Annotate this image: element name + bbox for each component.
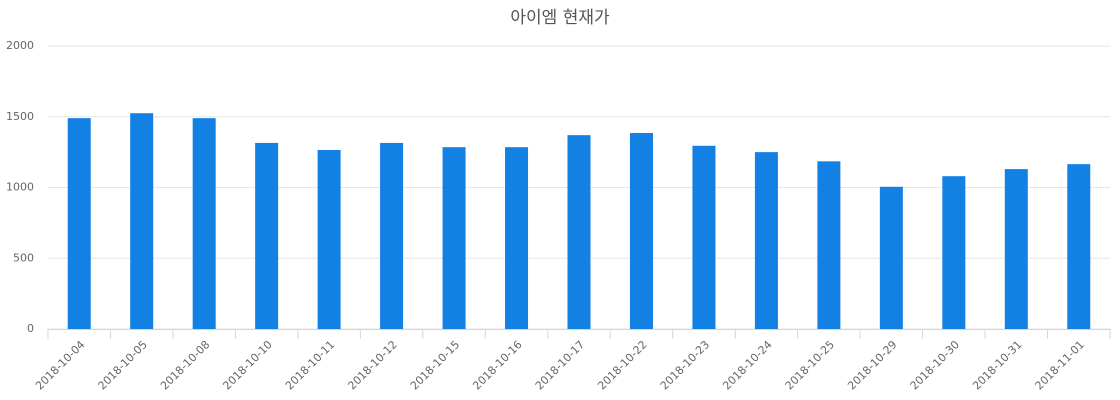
bar [879, 186, 903, 329]
y-tick-label: 2000 [6, 39, 34, 52]
x-tick-label: 2018-10-11 [283, 338, 337, 392]
x-tick-label: 2018-10-12 [345, 338, 399, 392]
bar [505, 147, 529, 329]
x-tick-label: 2018-10-24 [720, 338, 774, 392]
x-tick-label: 2018-11-01 [1033, 338, 1087, 392]
y-tick-label: 500 [13, 251, 34, 264]
bar [942, 176, 966, 329]
x-tick-label: 2018-10-25 [783, 338, 837, 392]
bar [1004, 169, 1028, 329]
x-tick-label: 2018-10-15 [408, 338, 462, 392]
x-tick-label: 2018-10-23 [658, 338, 712, 392]
x-tick-label: 2018-10-30 [908, 338, 962, 392]
bar [817, 161, 841, 329]
bar [67, 118, 91, 329]
x-tick-label: 2018-10-04 [33, 338, 87, 392]
y-tick-label: 1000 [6, 181, 34, 194]
x-tick-label: 2018-10-08 [158, 338, 212, 392]
bar [629, 133, 653, 329]
bar [442, 147, 466, 329]
bar [692, 145, 716, 329]
x-tick-label: 2018-10-10 [220, 338, 274, 392]
y-tick-label: 1500 [6, 110, 34, 123]
bar [754, 152, 778, 329]
bar [192, 118, 216, 329]
bar [1067, 164, 1091, 329]
bar [255, 142, 279, 329]
x-tick-label: 2018-10-22 [595, 338, 649, 392]
x-tick-label: 2018-10-17 [533, 338, 587, 392]
x-tick-label: 2018-10-31 [970, 338, 1024, 392]
x-tick-label: 2018-10-05 [96, 338, 150, 392]
bar [130, 113, 154, 330]
bar [317, 150, 341, 329]
bar [567, 135, 591, 329]
bar [380, 142, 404, 329]
y-tick-label: 0 [27, 322, 34, 335]
chart-title: 아이엠 현재가 [510, 8, 610, 28]
x-tick-label: 2018-10-29 [845, 338, 899, 392]
x-tick-label: 2018-10-16 [470, 338, 524, 392]
